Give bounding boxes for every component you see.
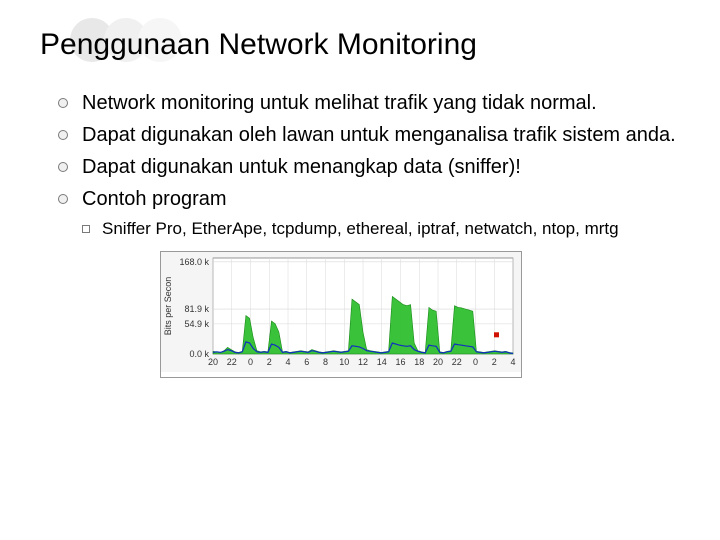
svg-text:0.0 k: 0.0 k bbox=[189, 349, 209, 359]
svg-text:Bits per Secon: Bits per Secon bbox=[163, 277, 173, 336]
svg-text:14: 14 bbox=[377, 357, 387, 367]
bullet-text: Dapat digunakan oleh lawan untuk mengana… bbox=[82, 122, 680, 148]
svg-text:22: 22 bbox=[227, 357, 237, 367]
svg-text:0: 0 bbox=[473, 357, 478, 367]
slide-title: Penggunaan Network Monitoring bbox=[40, 28, 680, 62]
bullet-item: Contoh program bbox=[58, 186, 680, 212]
svg-text:22: 22 bbox=[452, 357, 462, 367]
svg-text:2: 2 bbox=[267, 357, 272, 367]
svg-text:6: 6 bbox=[304, 357, 309, 367]
bullet-text: Network monitoring untuk melihat trafik … bbox=[82, 90, 680, 116]
chart-svg: 0.0 k54.9 k81.9 k168.0 k2022024681012141… bbox=[161, 252, 521, 372]
bullet-text: Dapat digunakan untuk menangkap data (sn… bbox=[82, 154, 680, 180]
sub-bullet-square-icon bbox=[82, 225, 90, 233]
bullet-item: Dapat digunakan oleh lawan untuk mengana… bbox=[58, 122, 680, 148]
bullet-item: Network monitoring untuk melihat trafik … bbox=[58, 90, 680, 116]
bullet-dot-icon bbox=[58, 98, 68, 108]
svg-text:20: 20 bbox=[208, 357, 218, 367]
traffic-chart: 0.0 k54.9 k81.9 k168.0 k2022024681012141… bbox=[160, 251, 680, 378]
svg-text:0: 0 bbox=[248, 357, 253, 367]
sub-bullet-item: Sniffer Pro, EtherApe, tcpdump, ethereal… bbox=[82, 218, 680, 241]
svg-text:16: 16 bbox=[395, 357, 405, 367]
svg-text:8: 8 bbox=[323, 357, 328, 367]
svg-text:168.0 k: 168.0 k bbox=[179, 257, 209, 267]
sub-bullet-text: Sniffer Pro, EtherApe, tcpdump, ethereal… bbox=[102, 218, 680, 241]
svg-text:2: 2 bbox=[492, 357, 497, 367]
svg-text:4: 4 bbox=[285, 357, 290, 367]
bullet-dot-icon bbox=[58, 130, 68, 140]
svg-text:81.9 k: 81.9 k bbox=[184, 304, 209, 314]
svg-text:18: 18 bbox=[414, 357, 424, 367]
svg-text:4: 4 bbox=[510, 357, 515, 367]
sub-bullet-list: Sniffer Pro, EtherApe, tcpdump, ethereal… bbox=[82, 218, 680, 241]
svg-text:10: 10 bbox=[339, 357, 349, 367]
bullet-text: Contoh program bbox=[82, 186, 680, 212]
bullet-dot-icon bbox=[58, 194, 68, 204]
chart-border: 0.0 k54.9 k81.9 k168.0 k2022024681012141… bbox=[160, 251, 522, 378]
bullet-list: Network monitoring untuk melihat trafik … bbox=[58, 90, 680, 212]
svg-text:20: 20 bbox=[433, 357, 443, 367]
svg-text:12: 12 bbox=[358, 357, 368, 367]
svg-text:54.9 k: 54.9 k bbox=[184, 319, 209, 329]
bullet-item: Dapat digunakan untuk menangkap data (sn… bbox=[58, 154, 680, 180]
bullet-dot-icon bbox=[58, 162, 68, 172]
